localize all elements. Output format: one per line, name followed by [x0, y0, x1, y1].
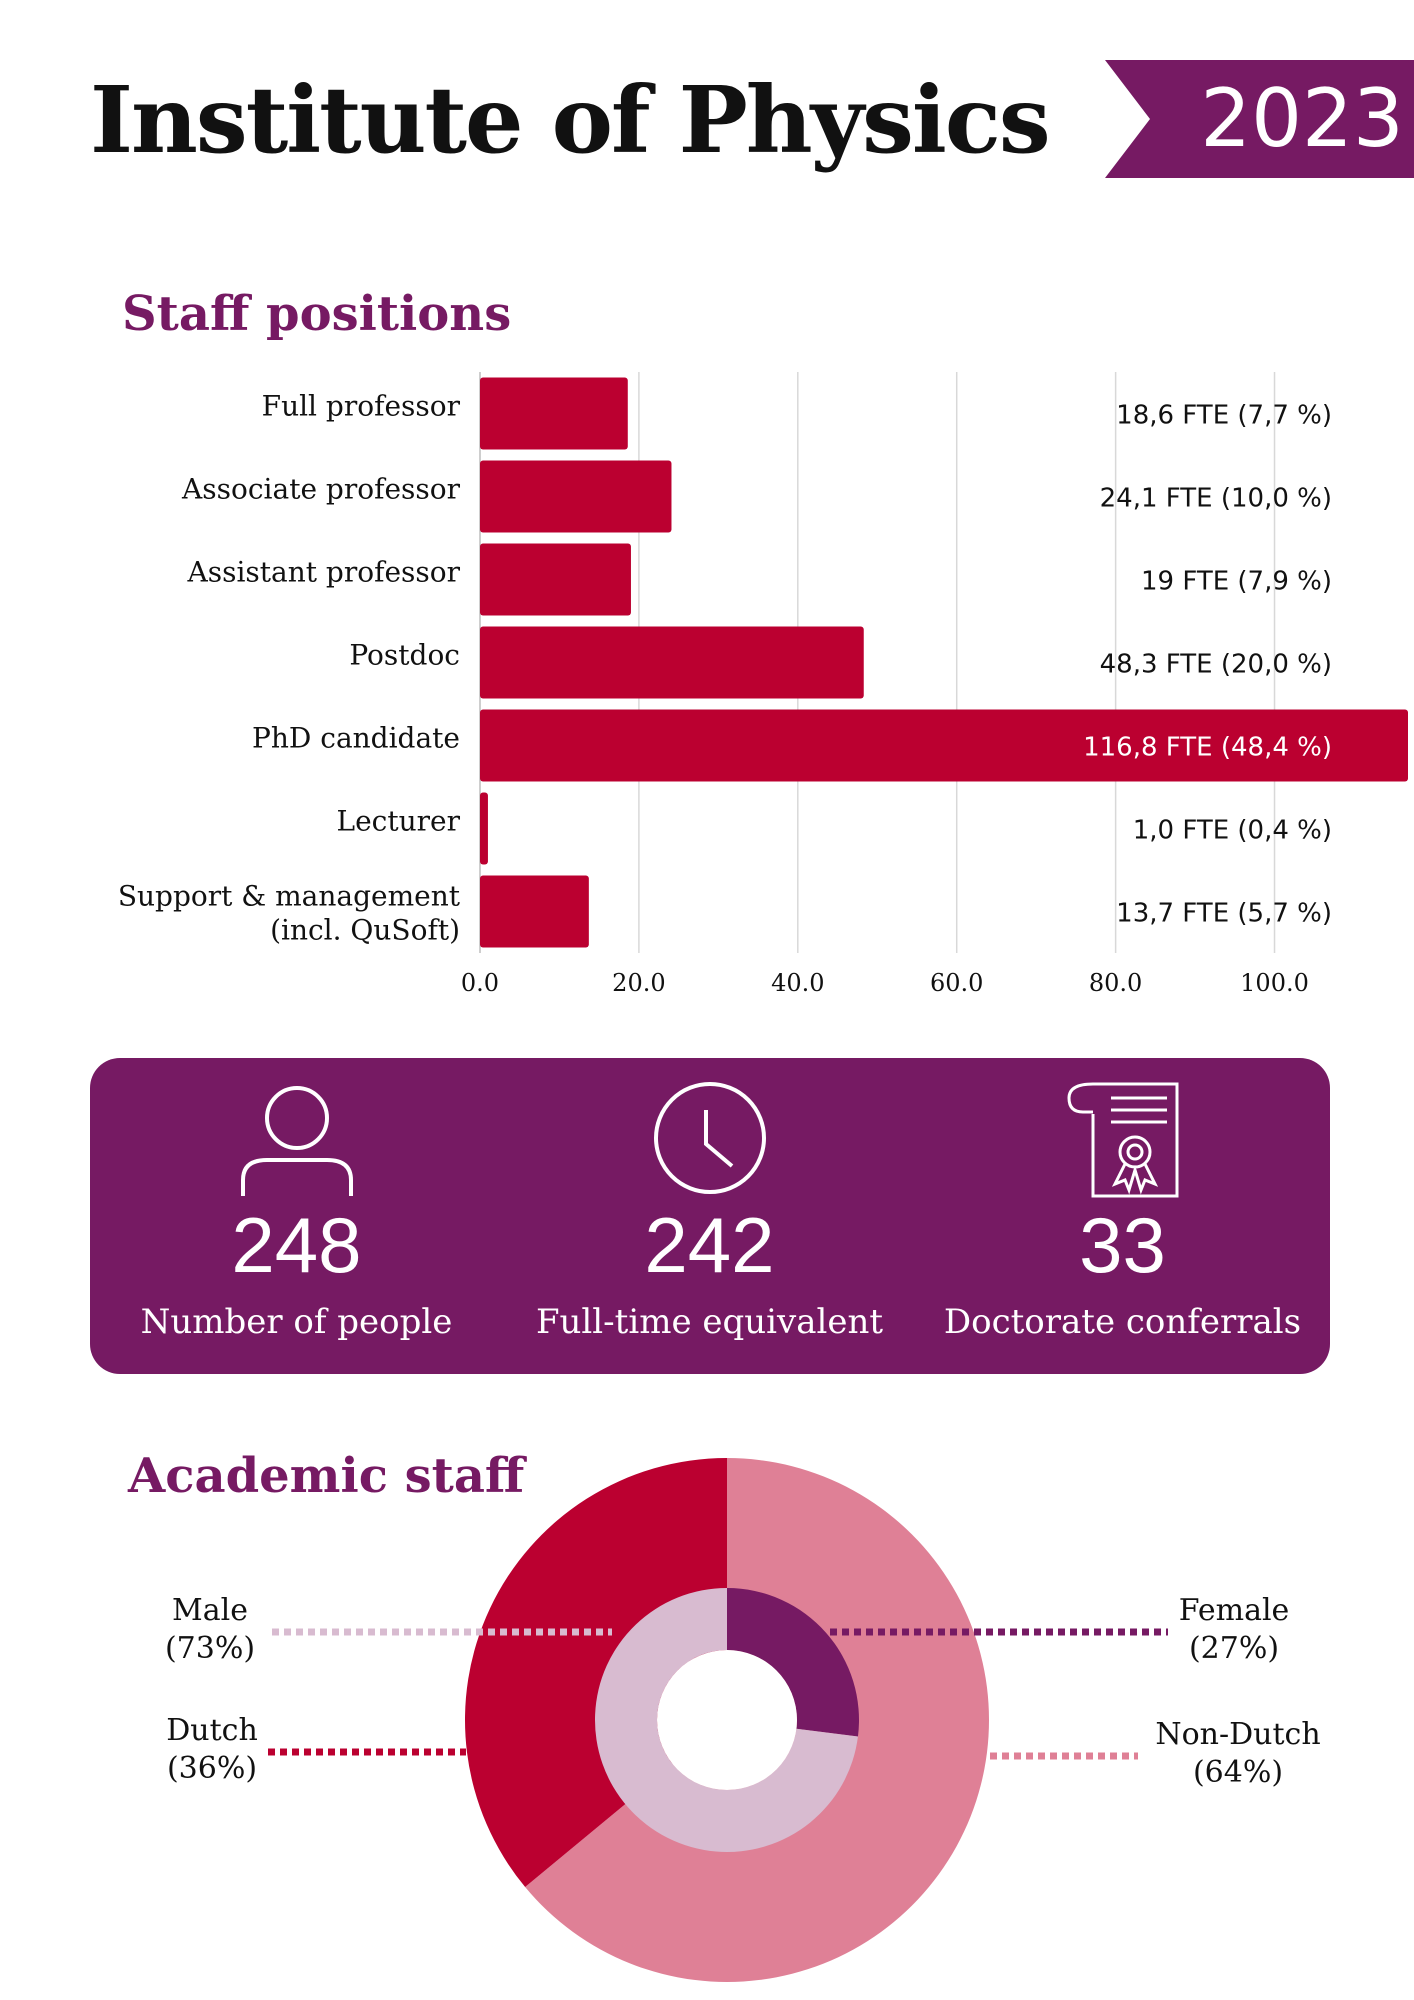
- bar: [480, 543, 631, 616]
- year-ribbon: [1105, 60, 1414, 178]
- x-tick-label: 80.0: [1089, 969, 1142, 997]
- value-label: 24,1 FTE (10,0 %): [1100, 484, 1332, 514]
- page-title: Institute of Physics: [90, 66, 1051, 174]
- stat-label: Full-time equivalent: [535, 1302, 884, 1342]
- stat-value: 242: [644, 1201, 775, 1289]
- value-label: 48,3 FTE (20,0 %): [1100, 650, 1332, 680]
- x-tick-label: 20.0: [612, 969, 665, 997]
- label-female: Female (27%): [1179, 1593, 1290, 1666]
- stat-value: 248: [231, 1201, 362, 1289]
- label-non-dutch: Non-Dutch (64%): [1155, 1717, 1320, 1790]
- category-label: Lecturer: [337, 805, 461, 838]
- bar: [480, 792, 488, 865]
- stats-panel: 248 Number of people 242 Full-time equiv…: [90, 1058, 1330, 1374]
- slice-female: [727, 1588, 859, 1737]
- donut-hole: [657, 1650, 797, 1790]
- label-male: Male (73%): [165, 1593, 255, 1666]
- year-label: 2023: [1200, 72, 1404, 165]
- bar: [480, 377, 628, 450]
- stat-doctorates: 33 Doctorate conferrals: [916, 1058, 1329, 1374]
- label-dutch: Dutch (36%): [166, 1713, 258, 1786]
- bar: [480, 626, 864, 699]
- category-label: Support & management (incl. QuSoft): [118, 880, 461, 947]
- staff-positions-bar-chart: 0.0 20.0 40.0 60.0 80.0 100.0 Full professor 18…: [118, 372, 1408, 997]
- value-label: 18,6 FTE (7,7 %): [1116, 401, 1332, 431]
- x-tick-label: 100.0: [1240, 969, 1309, 997]
- value-label: 13,7 FTE (5,7 %): [1116, 899, 1332, 929]
- person-icon: [240, 1086, 353, 1196]
- stat-label: Doctorate conferrals: [943, 1302, 1302, 1342]
- category-label: Associate professor: [181, 473, 461, 506]
- stat-fte: 242 Full-time equivalent: [503, 1058, 916, 1374]
- category-label: Full professor: [262, 390, 461, 423]
- academic-staff-donut-chart: Male (73%) Female (27%) Dutch (36%) Non-Dutch(…: [165, 1458, 1321, 1982]
- bar: [480, 460, 672, 533]
- clock-icon: [653, 1082, 766, 1194]
- category-label: Assistant professor: [187, 556, 461, 589]
- value-label: 116,8 FTE (48,4 %): [1083, 733, 1332, 763]
- x-tick-label: 40.0: [771, 969, 824, 997]
- x-tick-label: 0.0: [461, 969, 499, 997]
- slice-dutch: [464, 1458, 727, 1888]
- bar: [480, 709, 1408, 782]
- stat-people: 248 Number of people: [90, 1058, 503, 1374]
- value-label: 1,0 FTE (0,4 %): [1133, 816, 1332, 846]
- stat-value: 33: [1079, 1201, 1166, 1289]
- stat-label: Number of people: [140, 1302, 453, 1342]
- slice-male: [595, 1588, 858, 1852]
- certificate-icon: [1066, 1082, 1178, 1198]
- staff-positions-heading: Staff positions: [122, 286, 512, 342]
- x-tick-label: 60.0: [930, 969, 983, 997]
- academic-staff-heading: Academic staff: [128, 1448, 525, 1504]
- category-label: PhD candidate: [252, 722, 460, 755]
- value-label: 19 FTE (7,9 %): [1141, 567, 1332, 597]
- bar: [480, 875, 589, 948]
- category-label: Postdoc: [349, 639, 460, 672]
